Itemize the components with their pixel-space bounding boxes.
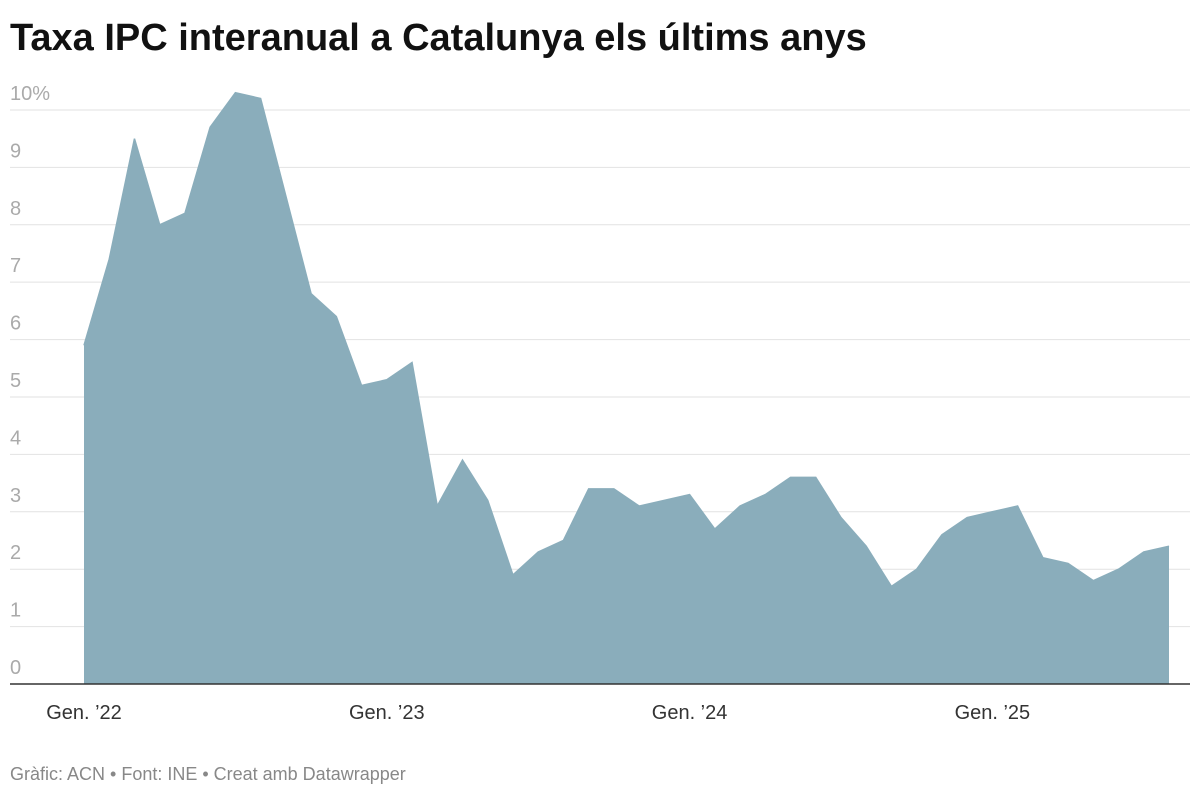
y-tick-label: 2 xyxy=(10,542,21,564)
y-tick-label: 5 xyxy=(10,370,21,392)
x-tick-label: Gen. ’23 xyxy=(349,702,425,724)
x-tick-label: Gen. ’25 xyxy=(955,702,1031,724)
source: Gràfic: ACN • Font: INE • Creat amb Data… xyxy=(10,764,406,784)
area-line xyxy=(83,91,1170,588)
y-tick-label: 0 xyxy=(10,657,21,679)
y-tick-label: 8 xyxy=(10,198,21,220)
x-tick-label: Gen. ’22 xyxy=(46,702,122,724)
chart-title: Taxa IPC interanual a Catalunya els últi… xyxy=(10,17,867,59)
y-tick-label: 6 xyxy=(10,313,21,335)
y-tick-label: 7 xyxy=(10,255,21,277)
y-tick-label: 9 xyxy=(10,140,21,162)
y-tick-label: 3 xyxy=(10,485,21,507)
y-tick-label: 1 xyxy=(10,600,21,622)
y-tick-label: 4 xyxy=(10,427,21,449)
x-tick-label: Gen. ’24 xyxy=(652,702,728,724)
y-tick-label: 10% xyxy=(10,83,50,105)
area-fill xyxy=(84,92,1169,685)
